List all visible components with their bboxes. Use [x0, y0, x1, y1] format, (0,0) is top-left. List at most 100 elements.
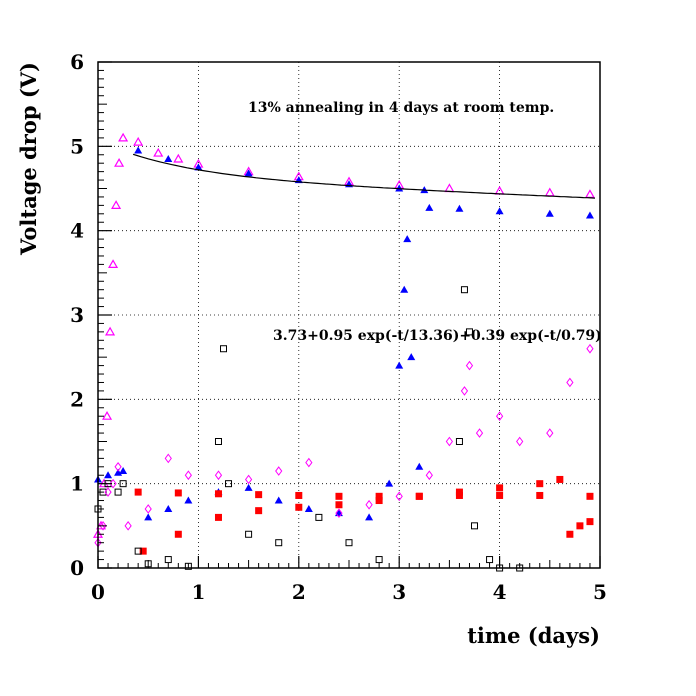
data-point	[104, 471, 113, 479]
data-point	[164, 453, 172, 464]
data-point	[375, 556, 383, 564]
y-tick-label: 3	[70, 303, 84, 327]
data-point	[274, 496, 283, 504]
data-point	[104, 487, 112, 497]
data-point	[144, 513, 153, 521]
data-point	[536, 480, 544, 488]
data-point	[114, 488, 122, 496]
data-point	[315, 513, 323, 521]
data-point	[425, 470, 433, 481]
data-point	[375, 492, 383, 500]
series-3	[94, 286, 524, 572]
data-point	[105, 326, 116, 336]
data-point	[495, 207, 504, 215]
y-tick-label: 4	[70, 219, 84, 243]
data-point	[465, 328, 473, 336]
data-point	[153, 147, 164, 157]
data-point	[536, 491, 544, 499]
data-point	[134, 488, 142, 496]
data-point	[295, 503, 303, 511]
data-point	[144, 504, 152, 514]
data-point	[133, 136, 144, 146]
data-point	[124, 520, 132, 531]
data-point	[455, 438, 463, 445]
data-point	[173, 153, 184, 163]
data-point	[275, 466, 283, 476]
data-point	[108, 259, 119, 268]
x-tick-label: 4	[493, 580, 507, 604]
data-point	[496, 491, 504, 499]
data-point	[335, 501, 343, 509]
data-point	[556, 475, 564, 483]
series-4	[94, 343, 594, 548]
data-point	[586, 343, 594, 354]
data-point	[586, 518, 594, 526]
data-point	[174, 489, 182, 497]
data-point	[460, 286, 468, 294]
data-point	[455, 204, 464, 212]
data-point	[486, 556, 494, 564]
grid-layer	[97, 61, 601, 569]
data-point	[275, 539, 283, 547]
data-point	[119, 467, 128, 475]
y-tick-label: 5	[70, 134, 84, 158]
plot-frame	[97, 61, 601, 569]
data-point	[546, 428, 554, 438]
data-point	[174, 530, 182, 538]
x-tick-label: 2	[292, 580, 306, 604]
data-point	[400, 285, 409, 293]
data-point	[475, 428, 484, 438]
data-point	[184, 496, 193, 504]
series-2	[134, 475, 594, 555]
data-point	[471, 522, 478, 530]
data-point	[584, 189, 595, 199]
data-point	[415, 492, 423, 500]
y-tick-label: 6	[70, 50, 84, 74]
y-axis-title: Voltage drop (V)	[16, 62, 41, 256]
data-point	[244, 169, 253, 177]
data-point	[214, 438, 222, 445]
data-point	[403, 235, 412, 243]
x-tick-label: 5	[593, 580, 607, 604]
data-point	[305, 457, 313, 468]
tick-layer: 0 1 2 3 4 5 0 1 2 3 4 5 6	[70, 50, 607, 604]
data-point	[295, 491, 303, 499]
data-point	[345, 539, 353, 547]
data-point	[335, 492, 343, 500]
annealing-annotation: 13% annealing in 4 days at room temp.	[248, 100, 554, 116]
data-point	[304, 504, 313, 512]
x-tick-label: 3	[392, 580, 406, 604]
data-point	[244, 474, 253, 485]
data-point	[164, 504, 173, 512]
data-point	[576, 522, 584, 530]
data-point	[255, 491, 263, 499]
data-point	[119, 480, 127, 488]
data-point	[465, 360, 474, 371]
data-layer	[92, 132, 595, 572]
x-tick-label: 0	[91, 580, 105, 604]
x-tick-label: 1	[191, 580, 205, 604]
data-point	[255, 507, 263, 515]
data-point	[164, 154, 173, 162]
data-point	[365, 499, 373, 510]
y-tick-label: 0	[70, 556, 84, 580]
data-point	[496, 484, 504, 492]
data-point	[566, 377, 574, 388]
data-point	[244, 483, 253, 491]
data-point	[566, 530, 574, 538]
data-point	[114, 157, 125, 167]
fit-layer	[132, 153, 596, 199]
data-point	[375, 497, 383, 505]
data-point	[407, 353, 416, 361]
data-point	[460, 386, 469, 396]
data-point	[444, 183, 455, 193]
data-point	[114, 461, 122, 472]
data-point	[585, 211, 594, 219]
data-point	[214, 513, 222, 521]
fit-annotation: 3.73+0.95 exp(-t/13.36)+0.39 exp(-t/0.79…	[273, 328, 602, 344]
data-point	[395, 184, 404, 192]
data-point	[220, 345, 227, 353]
data-point	[385, 479, 394, 487]
data-point	[586, 492, 594, 500]
